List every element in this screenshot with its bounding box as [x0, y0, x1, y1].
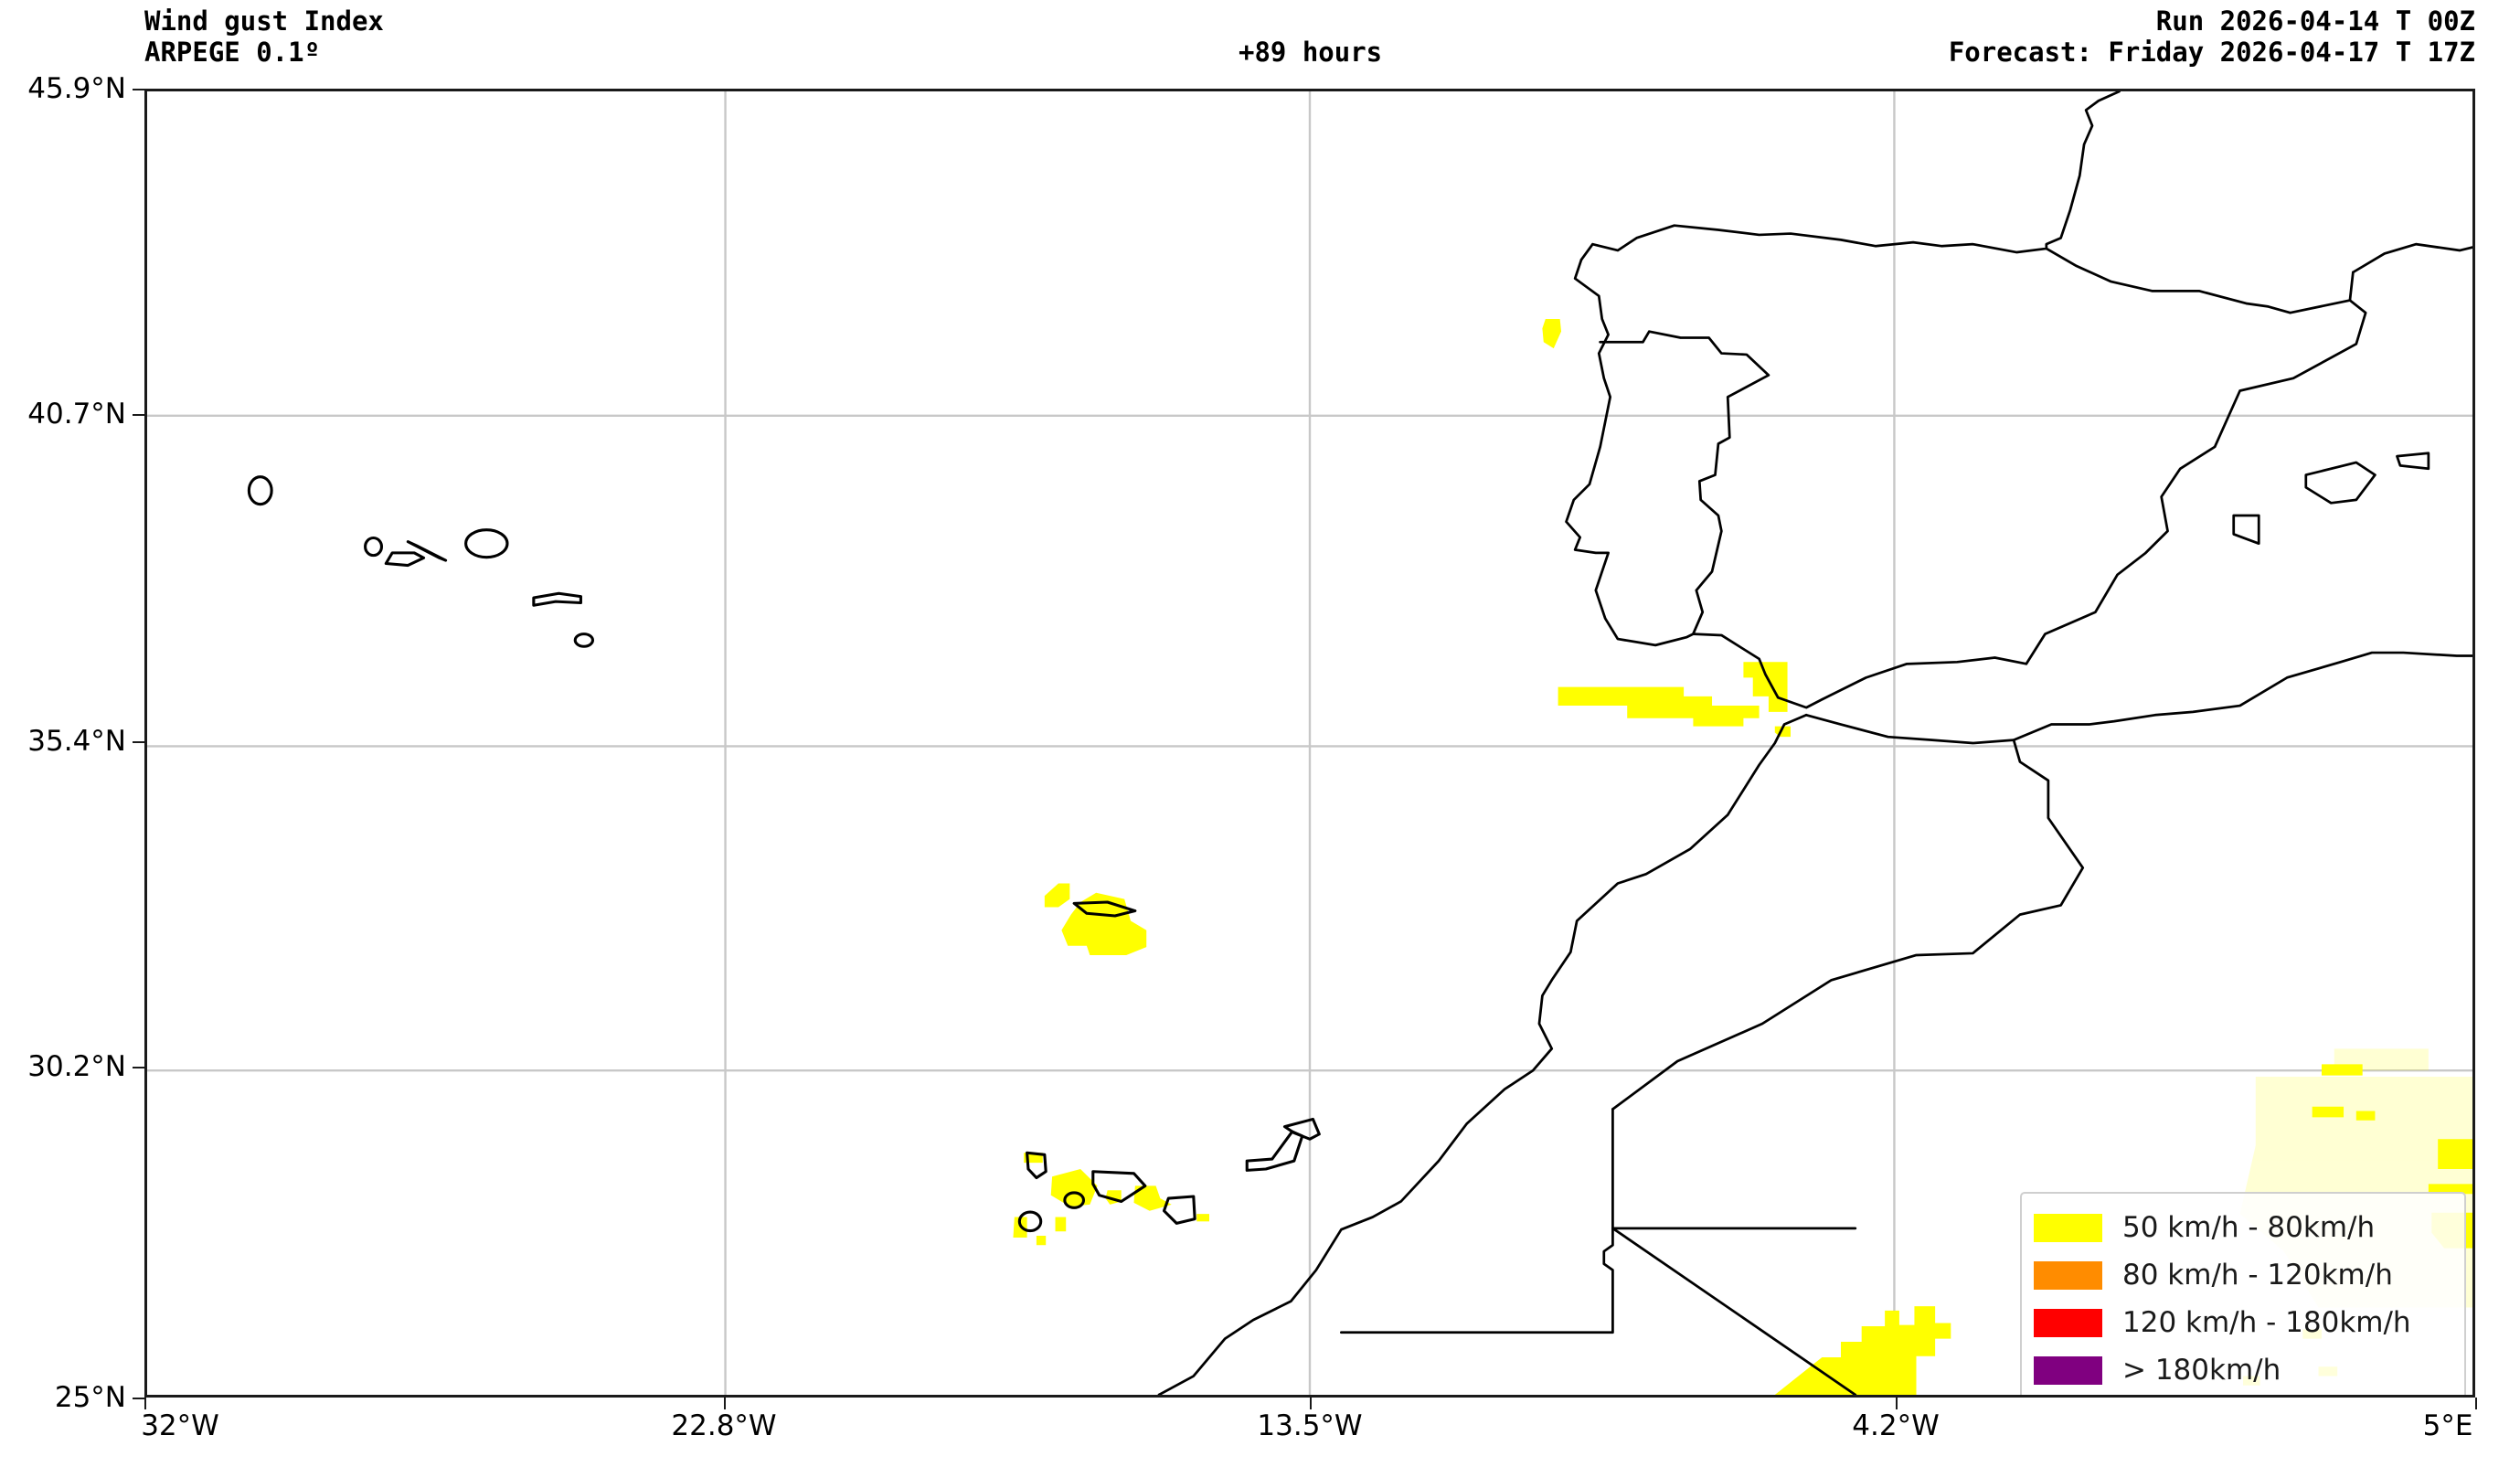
x-tick: [724, 1398, 726, 1409]
lead-time-label: +89 hours: [1239, 37, 1383, 68]
border-portugal-spain: [1599, 330, 1770, 635]
x-tick: [2475, 1398, 2477, 1409]
gust-patch-algeria-5: [2312, 1106, 2345, 1118]
coastline-canaries: [1017, 1117, 1321, 1233]
gust-patch-canary-sw-2: [1055, 1217, 1067, 1232]
forecast-valid-label: Forecast: Friday 2026-04-17 T 17Z: [1948, 37, 2475, 68]
coastline-layer: [247, 91, 2472, 1395]
coastline-madeira: [1072, 900, 1137, 918]
border-mali-diagonal: [1611, 1227, 1857, 1395]
coastline-mallorca: [2304, 461, 2376, 505]
legend-item: 50 km/h - 80km/h: [2034, 1204, 2464, 1251]
map-header: Wind gust Index ARPEGE 0.1º +89 hours Ru…: [0, 0, 2520, 89]
x-tick: [1896, 1398, 1898, 1409]
gust-patch-algeria-1: [2321, 1064, 2363, 1076]
gust-patch-madeira-nw: [1044, 883, 1070, 908]
x-tick-label: 32°W: [141, 1409, 219, 1442]
coastline-france-med: [2351, 242, 2472, 274]
x-tick-label: 22.8°W: [671, 1409, 777, 1442]
y-tick-label: 25°N: [54, 1381, 126, 1414]
graticule-gridlines: [147, 91, 2472, 1395]
coastline-menorca: [2396, 452, 2430, 471]
gust-patch-nw-iberia: [1542, 319, 1562, 349]
legend-label: 120 km/h - 180km/h: [2122, 1305, 2411, 1339]
border-western-sahara: [1340, 1227, 1614, 1334]
y-tick: [133, 1067, 144, 1068]
gust-patch-sahara-south: [1774, 1306, 1951, 1395]
legend-item: 120 km/h - 180km/h: [2034, 1299, 2464, 1346]
gust-patch-gibraltar: [1743, 662, 1788, 712]
border-morocco-algeria-north: [1611, 739, 2085, 1111]
legend-label: 80 km/h - 120km/h: [2122, 1258, 2393, 1292]
border-morocco-algeria: [1611, 1108, 1857, 1230]
coastline-north-africa-med: [1804, 651, 2472, 745]
x-tick: [1310, 1398, 1312, 1409]
legend-swatch-yellow: [2034, 1213, 2102, 1242]
gust-patch-gulf-of-cadiz: [1558, 686, 1760, 727]
gust-patch-canary-tenerife: [1133, 1185, 1172, 1211]
x-tick: [144, 1398, 146, 1409]
y-tick-label: 35.4°N: [27, 725, 126, 758]
x-tick-label: 4.2°W: [1852, 1409, 1940, 1442]
legend-swatch-red: [2034, 1308, 2102, 1337]
gust-patch-algeria-2: [2438, 1139, 2472, 1170]
y-tick: [133, 89, 144, 90]
legend-swatch-orange: [2034, 1260, 2102, 1290]
y-tick: [133, 1398, 144, 1399]
coastline-azores: [247, 475, 595, 648]
coastline-spain-south: [1692, 271, 2367, 709]
coastline-northwest-africa: [1157, 713, 1808, 1395]
coastline-portugal-west: [1565, 258, 1695, 647]
y-tick-label: 40.7°N: [27, 398, 126, 431]
gust-patch-canary-central: [1050, 1169, 1098, 1207]
border-france-spain: [2045, 247, 2352, 314]
model-label: ARPEGE 0.1º: [144, 37, 321, 68]
y-tick-label: 45.9°N: [27, 72, 126, 105]
gust-patch-algeria-3: [2428, 1184, 2472, 1195]
legend-swatch-purple: [2034, 1355, 2102, 1385]
gust-patch-canary-grancanaria: [1196, 1214, 1209, 1222]
coastline-iberia: [1579, 91, 2121, 261]
legend-label: > 180km/h: [2122, 1353, 2281, 1387]
legend-item: > 180km/h: [2034, 1346, 2464, 1394]
y-tick: [133, 741, 144, 743]
legend-box: 50 km/h - 80km/h 80 km/h - 120km/h 120 k…: [2020, 1192, 2466, 1395]
y-tick-label: 30.2°N: [27, 1050, 126, 1083]
gust-patch-canary-hierro: [1036, 1236, 1047, 1246]
x-tick-label: 5°E: [2422, 1409, 2473, 1442]
run-label: Run 2026-04-14 T 00Z: [2155, 5, 2475, 37]
legend-item: 80 km/h - 120km/h: [2034, 1251, 2464, 1299]
gust-patch-algeria-6: [2355, 1111, 2376, 1121]
y-tick: [133, 414, 144, 416]
x-tick-label: 13.5°W: [1257, 1409, 1363, 1442]
page-title: Wind gust Index: [144, 5, 384, 37]
coastline-ibiza: [2232, 514, 2260, 546]
map-plot-area[interactable]: 50 km/h - 80km/h 80 km/h - 120km/h 120 k…: [144, 89, 2475, 1398]
legend-label: 50 km/h - 80km/h: [2122, 1210, 2376, 1244]
